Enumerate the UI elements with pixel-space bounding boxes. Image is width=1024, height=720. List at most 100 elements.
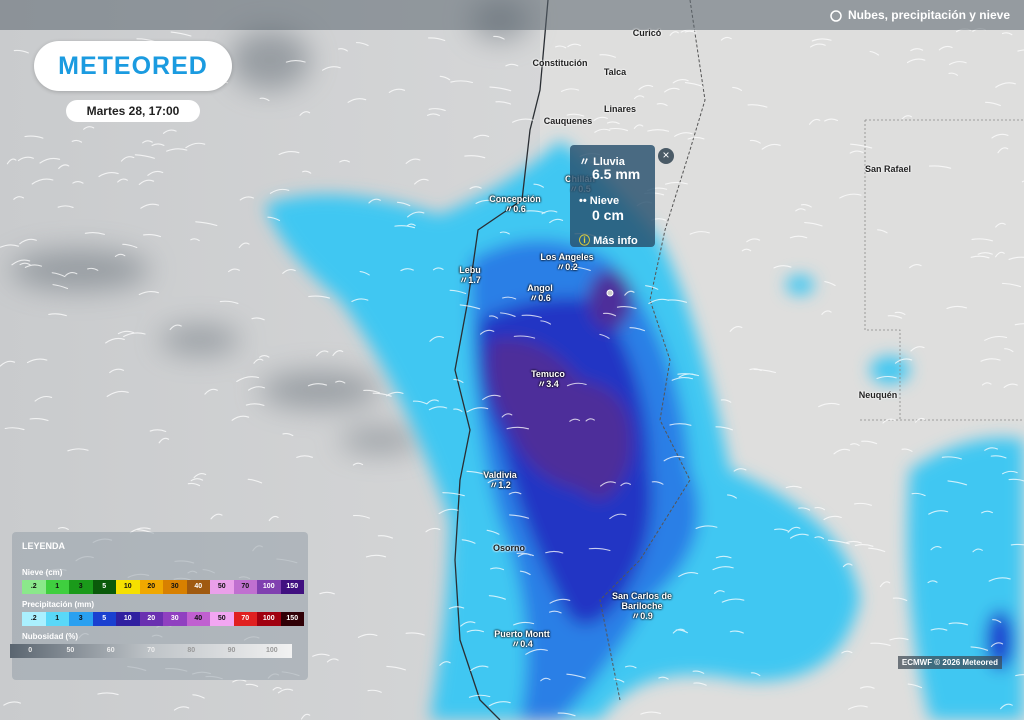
wind-streak [357,633,378,638]
wind-streak [789,235,808,239]
wind-streak [13,196,25,200]
city-name: Valdivia [483,470,517,480]
precip-label: Precipitación (mm) [22,600,95,609]
precip-step: 50 [210,612,234,626]
city-name: San Rafael [864,164,912,174]
wind-streak [142,140,153,144]
precip-step: 100 [257,612,281,626]
wind-streak [645,285,659,290]
wind-streak [236,376,260,383]
wind-streak [541,210,558,215]
city-value-number: 0.9 [640,611,653,621]
wind-streak [499,312,516,317]
wind-streak [117,178,128,183]
wind-streak [355,42,369,47]
city-name: Los Angeles [540,252,594,262]
wind-streak [992,619,1002,623]
city-name: Cauquenes [543,116,593,126]
wind-streak [282,269,296,274]
wind-streak [58,164,70,170]
wind-streak [811,38,832,42]
city-label: Puerto Montt 〃0.4 [494,629,550,649]
wind-streak [906,58,926,64]
precip-step: 10 [116,612,140,626]
snow-step: 150 [280,580,304,594]
datetime: Martes 28, 17:00 [66,100,200,122]
wind-streak [877,229,888,234]
wind-streak [117,330,135,335]
wind-streak [814,536,825,540]
wind-streak [941,456,962,460]
wind-streak [833,448,851,455]
wind-streak [714,590,725,594]
precip-step: 150 [280,612,304,626]
wind-streak [326,658,339,663]
wind-streak [337,48,348,52]
wind-streak [620,482,631,487]
city-label: San Rafael [865,164,911,174]
city-value-number: 3.4 [546,379,559,389]
wind-streak [733,468,747,472]
more-info[interactable]: ⓘ Más info [579,235,638,247]
precip-step: 20 [139,612,163,626]
logo[interactable]: METEORED [34,41,232,91]
wind-streak [377,535,393,539]
wind-streak [549,610,562,614]
wind-streak [335,380,346,384]
wind-streak [842,563,853,568]
wind-streak [749,139,761,144]
snow-label: •• Nieve [579,195,620,207]
city-name: Neuquén [858,390,898,400]
wind-streak [322,66,341,71]
wind-streak [3,701,22,706]
wind-streak [887,315,903,319]
wind-streak [892,597,908,602]
snow-scale: .2 1 3 5 10 20 30 40 50 70 100 150 [22,580,304,594]
wind-streak [561,88,580,92]
wind-streak [488,701,511,707]
precip-step: 40 [186,612,210,626]
wind-streak [169,324,182,331]
top-bar: Nubes, precipitación y nieve [0,0,1024,30]
wind-streak [98,172,119,178]
wind-streak [466,407,489,413]
wind-streak [566,673,586,679]
city-label: Curicó [633,28,662,38]
wind-streak [603,312,617,317]
wind-streak [656,103,668,107]
wind-streak [372,392,392,397]
wind-streak [479,329,495,335]
wind-streak [461,539,476,544]
wind-streak [995,251,1005,258]
wind-streak [52,284,69,290]
more-info-text[interactable]: Más info [593,235,638,247]
legend-title: LEYENDA [22,541,66,551]
wind-streak [316,350,329,357]
wind-streak [594,128,611,133]
wind-streak [727,494,737,499]
close-popup[interactable]: × [658,148,674,164]
wind-streak [519,570,531,576]
wind-streak [674,132,693,137]
wind-streak [228,268,240,273]
wind-streak [48,313,67,317]
snow-label-text: Nieve [589,195,620,207]
wind-streak [282,432,294,437]
snow-step: 10 [116,580,140,594]
wind-streak [999,703,1013,710]
wind-streak [984,335,1008,341]
wind-streak [428,108,446,112]
wind-streak [149,429,167,433]
wind-streak [678,572,699,577]
wind-streak [624,665,637,669]
wind-streak [57,205,74,208]
precip-step: 3 [69,612,93,626]
wind-streak [26,358,48,364]
wind-streak [269,188,290,194]
layer-selector[interactable]: Nubes, precipitación y nieve [830,8,1010,22]
wind-streak [72,181,84,184]
wind-streak [997,147,1009,154]
wind-streak [669,423,692,426]
